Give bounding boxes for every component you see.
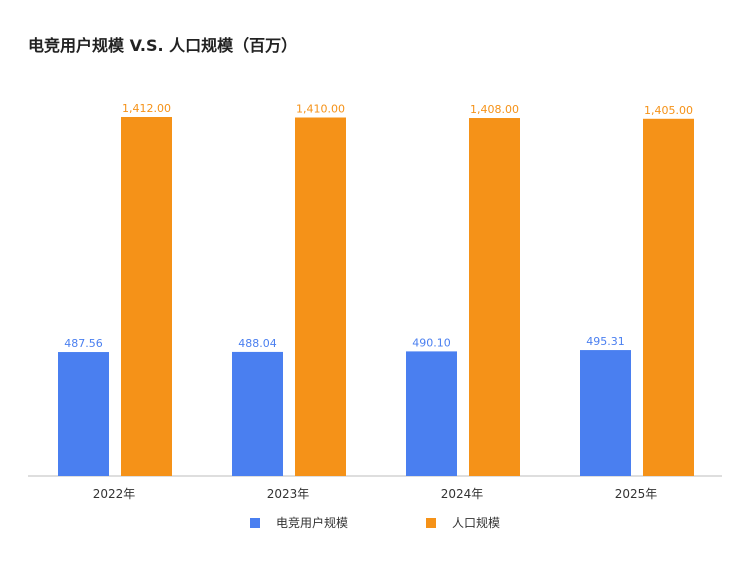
value-label-population-1: 1,412.00 <box>122 102 171 115</box>
bar-population-1[interactable] <box>121 117 172 476</box>
value-label-esports-users-3: 490.10 <box>412 336 451 349</box>
value-label-esports-users-1: 487.56 <box>64 337 103 350</box>
x-tick-label-1: 2022年 <box>93 487 136 501</box>
bar-population-4[interactable] <box>643 118 694 476</box>
legend-label-esports-users: 电竞用户规模 <box>275 516 348 530</box>
x-tick-label-3: 2024年 <box>441 487 484 501</box>
legend-item-esports-users[interactable]: 电竞用户规模 <box>249 514 348 531</box>
bar-population-2[interactable] <box>295 117 346 477</box>
legend-swatch-population <box>426 517 436 528</box>
value-label-population-3: 1,408.00 <box>470 103 519 116</box>
bar-esports-users-4[interactable] <box>580 350 631 476</box>
bars-group <box>58 117 694 477</box>
bar-esports-users-3[interactable] <box>406 351 457 476</box>
bar-population-3[interactable] <box>469 118 520 476</box>
legend-item-population[interactable]: 人口规模 <box>426 514 500 531</box>
x-tick-labels-group: 2022年 2023年 2024年 2025年 <box>93 487 658 501</box>
bar-esports-users-2[interactable] <box>232 351 283 476</box>
legend-swatch-esports-users <box>249 517 260 528</box>
value-label-esports-users-4: 495.31 <box>586 335 625 348</box>
value-label-population-4: 1,405.00 <box>644 104 693 117</box>
value-labels-group: 487.56 1,412.00 488.04 1,410.00 490.10 1,408.… <box>64 102 693 350</box>
value-label-esports-users-2: 488.04 <box>238 337 277 350</box>
x-tick-label-2: 2023年 <box>267 487 310 501</box>
bar-esports-users-1[interactable] <box>58 352 109 476</box>
chart-title: 电竞用户规模 V.S. 人口规模（百万） <box>28 36 298 55</box>
legend-label-population: 人口规模 <box>452 516 501 530</box>
value-label-population-2: 1,410.00 <box>296 103 345 116</box>
legend: 电竞用户规模 人口规模 <box>0 514 750 531</box>
x-tick-label-4: 2025年 <box>615 487 658 501</box>
